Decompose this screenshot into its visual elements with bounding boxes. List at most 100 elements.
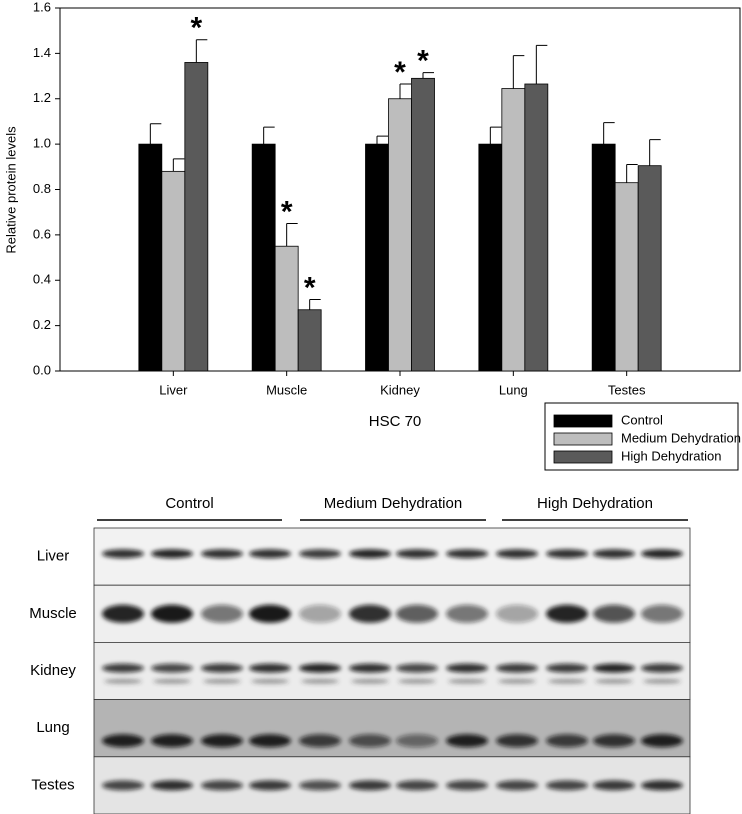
blot-bands [102,549,683,559]
blot-row [93,527,691,586]
x-tick-label: Kidney [380,382,420,397]
blot-band [546,604,588,623]
error-bar [376,135,388,145]
blot-band [102,663,144,673]
y-tick-label: 1.0 [33,136,51,151]
blot-row-label: Testes [31,776,74,793]
x-tick-label: Testes [608,382,646,397]
blot-band [546,663,588,673]
error-bar [149,123,162,145]
blot-band [102,604,144,623]
blot-band [349,604,391,623]
blot-row-label: Muscle [29,605,77,622]
legend-swatch [553,450,613,464]
bar [365,143,389,372]
blot-band [151,549,193,559]
blot-band [249,663,291,673]
blot-row-label: Lung [36,719,69,736]
blot-band [299,734,341,748]
blot-band [496,604,538,623]
blot-row-label: Kidney [30,662,76,679]
y-tick-label: 1.6 [33,0,51,14]
significance-marker: * [304,271,316,304]
blot-band [203,678,241,684]
blot-bands [102,780,683,791]
blot-band [102,734,144,748]
blot-band [496,663,538,673]
error-bar [626,164,638,183]
bar [591,143,616,372]
blot-group-label: Medium Dehydration [324,495,462,512]
error-bar [263,126,275,145]
legend-box [544,402,739,471]
blot-band [546,549,588,559]
error-bar [422,72,434,79]
blot-band [249,734,291,748]
blot-band [151,734,193,748]
y-tick-label: 0.6 [33,226,51,241]
bar [161,170,186,372]
error-bar [399,83,411,99]
blot-band [299,663,341,673]
significance-marker: * [394,56,406,89]
bar [138,143,163,372]
blot-band [153,678,191,684]
x-tick-label: Muscle [266,382,307,397]
y-axis-label: Relative protein levels [3,126,18,254]
blot-band [349,780,391,791]
blot-band [643,678,681,684]
blot-band [496,734,538,748]
blot-band [102,780,144,791]
blot-band [151,604,193,623]
error-bar [309,299,321,310]
blot-band [396,663,438,673]
error-bar [286,223,298,247]
legend-label: Medium Dehydration [621,430,741,445]
blot-band [151,663,193,673]
blot-band [396,549,438,559]
blot-band [593,734,635,748]
y-tick-label: 1.4 [33,45,51,60]
blot-band [104,678,142,684]
blot-band [446,663,488,673]
error-bar [512,55,525,89]
blot-band [546,734,588,748]
blot-band [593,604,635,623]
bar [184,62,209,372]
blot-band [249,780,291,791]
bar [411,77,435,372]
blot-row [93,584,691,643]
y-tick-label: 0.8 [33,181,51,196]
blot-band [251,678,289,684]
legend-label: High Dehydration [621,448,721,463]
blot-band [396,604,438,623]
blot-band [398,678,436,684]
blot-band [641,549,683,559]
blot-group-label: High Dehydration [537,495,653,512]
blot-band [201,604,243,623]
blot-band [641,663,683,673]
blot-band [546,780,588,791]
legend-swatch [553,432,613,446]
error-bar [172,158,185,172]
blot-band [446,604,488,623]
blot-row-label: Liver [37,548,70,565]
blot-band [301,678,339,684]
error-bar [195,39,208,63]
bar [524,83,549,372]
x-tick-label: Lung [499,382,528,397]
bar [251,143,276,372]
blot-band [446,780,488,791]
y-tick-label: 0.0 [33,362,51,377]
significance-marker: * [281,195,293,228]
blot-band [201,549,243,559]
error-bar [649,139,661,166]
blot-band [641,780,683,791]
blot-band [349,734,391,748]
legend-label: Control [621,412,663,427]
legend-swatch [553,414,613,428]
error-bar [603,122,615,145]
blot-band [299,604,341,623]
blot-band [548,678,586,684]
